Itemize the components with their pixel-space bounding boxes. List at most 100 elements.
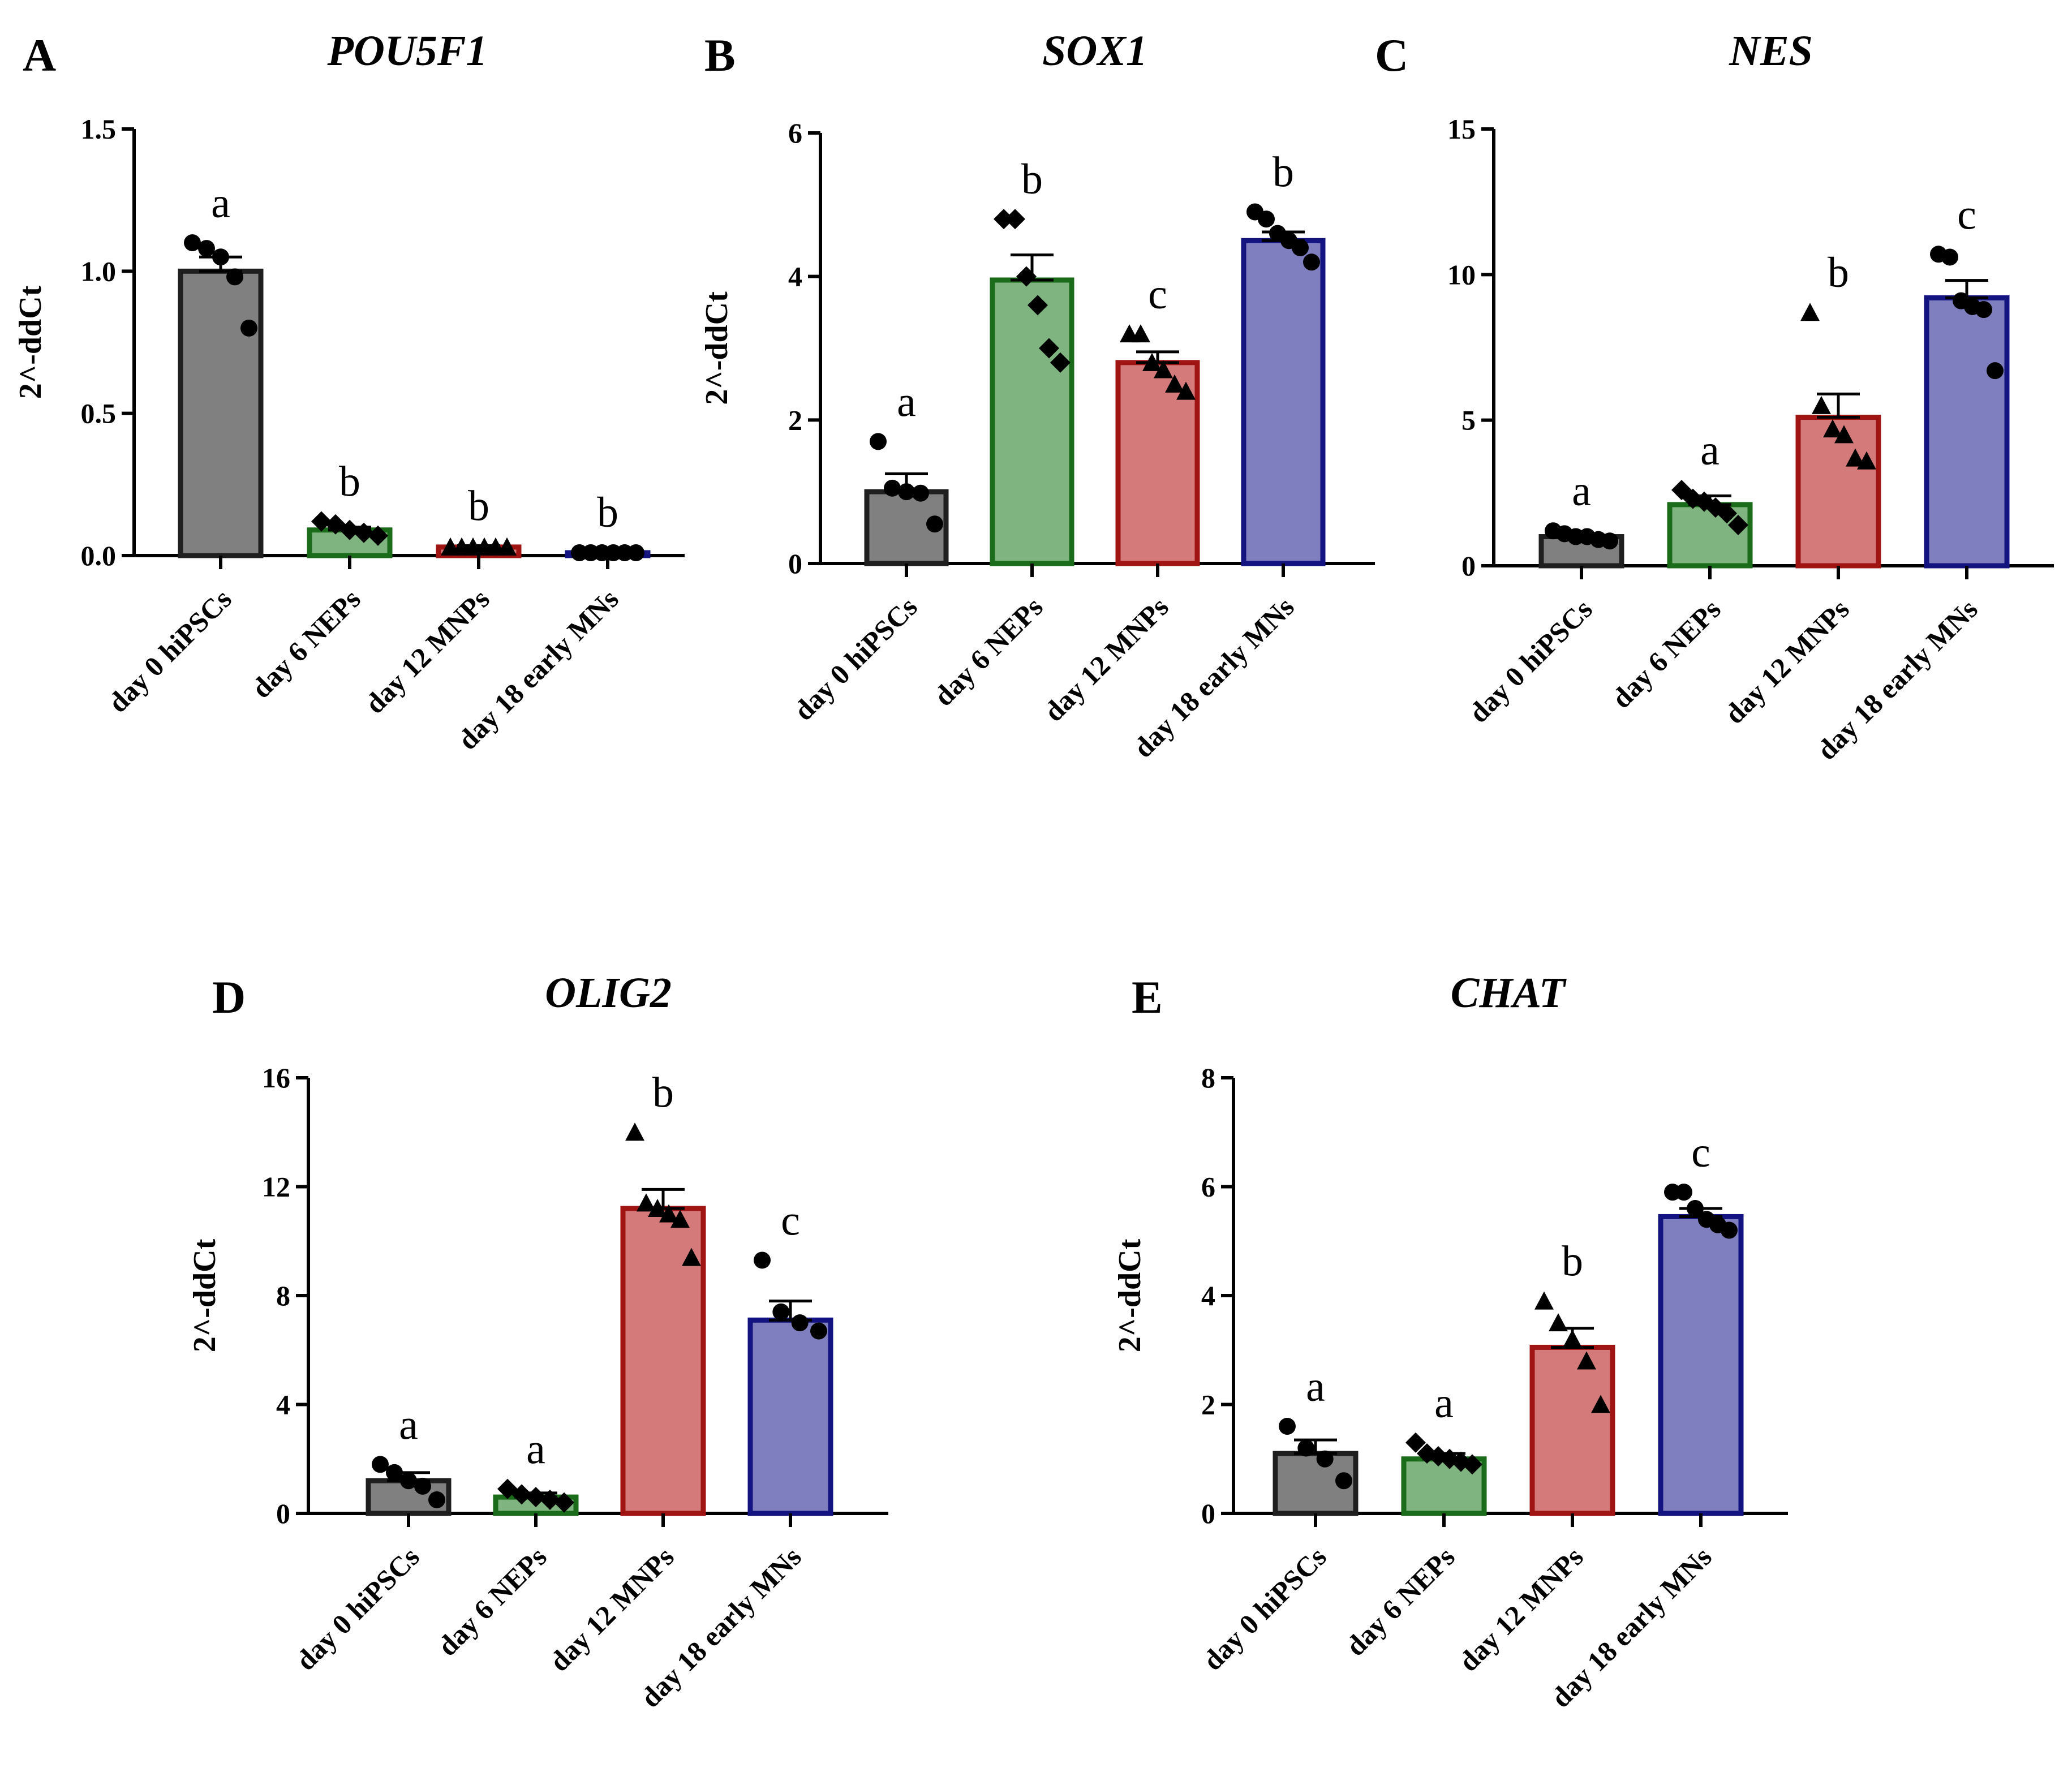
bar-4 <box>747 1317 833 1516</box>
y-tick-label: 8 <box>1201 1062 1215 1094</box>
chart-title: CHAT <box>1451 969 1567 1017</box>
data-point <box>1975 301 1992 319</box>
data-point <box>637 1193 656 1212</box>
data-point <box>659 1204 678 1223</box>
significance-letter: b <box>597 489 618 536</box>
significance-letter: b <box>652 1069 674 1116</box>
data-point <box>1534 1291 1554 1310</box>
y-tick-label: 2 <box>1201 1389 1215 1421</box>
y-tick-label: 0 <box>1201 1498 1215 1529</box>
data-point <box>198 240 215 257</box>
significance-letter: a <box>1434 1379 1454 1427</box>
y-axis-label: 2^-ddCt <box>187 1238 222 1352</box>
data-point <box>212 248 229 266</box>
bar-1 <box>178 268 264 558</box>
data-point <box>339 519 360 540</box>
significance-letter: c <box>781 1197 800 1244</box>
y-tick-label: 5 <box>1461 405 1476 436</box>
significance-letter: a <box>526 1426 545 1473</box>
significance-letter: a <box>211 179 230 227</box>
y-tick-label: 2 <box>788 404 802 436</box>
data-point <box>1717 503 1737 524</box>
data-point <box>648 1199 667 1217</box>
significance-letter: a <box>1700 427 1719 474</box>
data-point <box>1812 395 1831 414</box>
data-point <box>1800 303 1820 321</box>
y-tick-label: 4 <box>788 261 802 292</box>
data-point <box>1335 1472 1352 1490</box>
significance-letter: a <box>1572 467 1591 515</box>
data-point <box>1834 425 1854 444</box>
data-point <box>926 515 943 533</box>
significance-letter: c <box>1148 270 1167 318</box>
y-tick-label: 0.0 <box>81 540 117 571</box>
data-point <box>1258 210 1275 228</box>
significance-letter: b <box>1021 156 1043 203</box>
significance-letter: b <box>468 482 489 530</box>
data-point <box>354 522 374 543</box>
y-tick-label: 4 <box>1201 1280 1215 1311</box>
y-axis-label: 2^-ddCt <box>13 285 48 399</box>
data-point <box>1005 209 1025 230</box>
significance-letter: b <box>1828 249 1849 296</box>
significance-letter: a <box>399 1401 418 1448</box>
data-point <box>912 484 929 502</box>
data-point <box>226 268 243 286</box>
y-tick-label: 15 <box>1447 113 1476 145</box>
data-point <box>791 1314 809 1332</box>
bar-4 <box>1658 1214 1744 1516</box>
data-point <box>1846 448 1865 467</box>
data-point <box>1016 266 1037 287</box>
data-point <box>1316 1450 1334 1468</box>
data-point <box>1303 253 1320 271</box>
y-tick-label: 0 <box>788 548 802 579</box>
chart-title: OLIG2 <box>545 969 672 1017</box>
data-point <box>1142 352 1162 371</box>
significance-letter: a <box>1306 1363 1325 1410</box>
chart-title: NES <box>1729 27 1813 75</box>
data-point <box>554 1492 574 1513</box>
bar-3 <box>1529 1344 1615 1516</box>
data-point <box>511 1484 532 1505</box>
data-point <box>240 319 257 337</box>
y-tick-label: 12 <box>262 1171 290 1203</box>
y-axis-label: 2^-ddCt <box>699 291 734 405</box>
data-point <box>1591 1395 1610 1413</box>
data-point <box>1823 419 1842 438</box>
data-point <box>870 433 887 450</box>
panel-letter: B <box>704 29 736 81</box>
data-point <box>670 1210 690 1228</box>
data-point <box>810 1322 827 1340</box>
y-tick-label: 16 <box>262 1062 290 1094</box>
data-point <box>754 1251 771 1269</box>
y-axis-label: 2^-ddCt <box>1112 1238 1147 1352</box>
data-point <box>1549 1313 1568 1332</box>
y-tick-label: 0.5 <box>81 398 117 429</box>
data-point <box>1297 1439 1315 1457</box>
data-point <box>1577 1351 1596 1370</box>
data-point <box>1987 362 2004 380</box>
data-point <box>386 1464 403 1481</box>
data-point <box>1165 374 1184 393</box>
data-point <box>540 1489 560 1510</box>
significance-letter: a <box>897 378 916 425</box>
panel-letter: C <box>1375 29 1408 81</box>
y-tick-label: 6 <box>1201 1171 1215 1203</box>
bar-4 <box>1924 295 2010 569</box>
data-point <box>1154 360 1173 378</box>
data-point <box>625 1122 644 1141</box>
y-tick-label: 10 <box>1447 259 1476 290</box>
y-tick-label: 1.0 <box>81 255 117 287</box>
y-tick-label: 0 <box>1461 550 1476 582</box>
bar-4 <box>1241 238 1326 566</box>
data-point <box>1857 451 1876 470</box>
data-point <box>400 1472 417 1490</box>
y-tick-label: 4 <box>276 1389 290 1421</box>
data-point <box>1675 1184 1692 1201</box>
significance-letter: b <box>339 458 360 506</box>
data-point <box>1176 381 1196 400</box>
data-point <box>1028 295 1048 316</box>
